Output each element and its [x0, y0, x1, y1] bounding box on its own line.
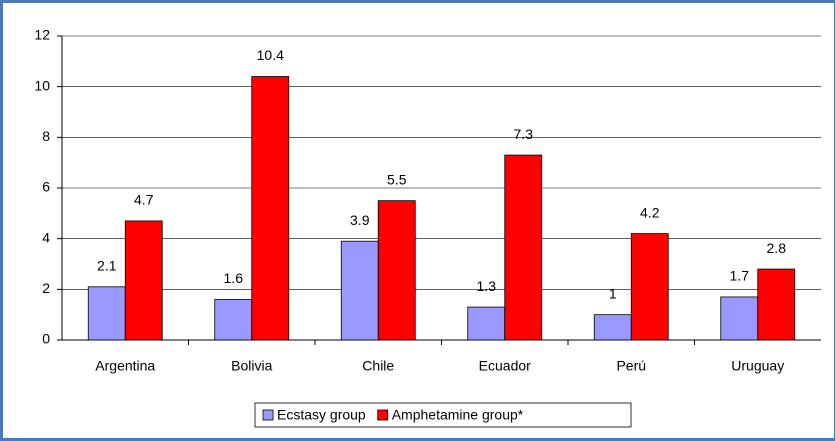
value-label: 1: [609, 285, 617, 301]
x-tick-label: Uruguay: [731, 358, 784, 374]
legend-swatch: [262, 409, 274, 421]
value-label: 10.4: [257, 47, 284, 63]
y-tick-label: 4: [42, 229, 50, 245]
bar: [467, 306, 506, 341]
bar: [630, 233, 669, 341]
x-tick-label: Bolivia: [231, 358, 272, 374]
bar: [87, 286, 126, 341]
bar: [757, 268, 796, 341]
y-tick-label: 12: [34, 27, 50, 43]
x-tick-label: Chile: [362, 358, 394, 374]
y-tick-label: 8: [42, 128, 50, 144]
bar: [251, 76, 290, 341]
y-tick-label: 6: [42, 179, 50, 195]
value-label: 7.3: [514, 126, 534, 142]
x-tick-label: Ecuador: [479, 358, 531, 374]
bar: [214, 299, 253, 341]
value-label: 2.1: [97, 258, 117, 274]
y-tick-label: 2: [42, 280, 50, 296]
value-label: 1.3: [477, 278, 497, 294]
x-tick-label: Argentina: [95, 358, 155, 374]
bar: [720, 296, 759, 341]
value-label: 4.2: [640, 204, 660, 220]
chart: 0 2 4 6 8 10 12 Argentina 2.1 4.7 Bolivia 1.6 10.4 Ch…: [34, 27, 821, 428]
value-label: 3.9: [350, 212, 370, 228]
legend-box: [254, 402, 632, 428]
value-label: 4.7: [134, 192, 154, 208]
value-label: 1.6: [224, 270, 244, 286]
value-label: 5.5: [387, 171, 407, 187]
bar: [504, 154, 543, 341]
legend-swatch: [377, 409, 389, 421]
value-label: 2.8: [767, 240, 787, 256]
x-tick-label: Perú: [616, 358, 646, 374]
bar: [593, 314, 632, 341]
legend-label: Amphetamine group*: [392, 407, 524, 423]
y-tick-label: 10: [34, 77, 50, 93]
bar: [377, 200, 416, 341]
value-label: 1.7: [730, 268, 750, 284]
bar: [124, 220, 163, 341]
bar: [340, 240, 379, 341]
y-tick-label: 0: [42, 331, 50, 347]
legend-label: Ecstasy group: [277, 407, 366, 423]
